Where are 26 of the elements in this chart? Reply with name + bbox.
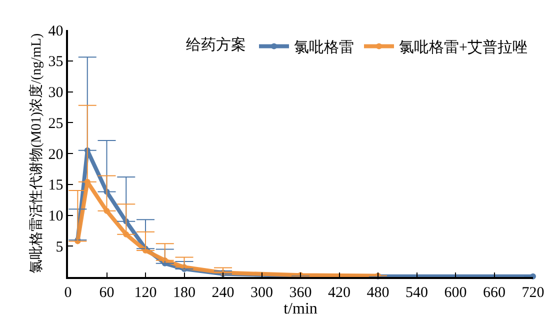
y-tick-label: 5 xyxy=(56,239,64,256)
x-tick-label: 120 xyxy=(134,284,157,301)
legend-label: 氯吡格雷+艾普拉唑 xyxy=(399,39,528,56)
x-tick-label: 660 xyxy=(483,284,506,301)
x-tick-label: 480 xyxy=(366,284,390,301)
y-tick-label: 10 xyxy=(48,208,64,224)
y-tick-label: 15 xyxy=(48,178,64,194)
x-tick-label: 420 xyxy=(328,284,350,301)
legend-title: 给药方案 xyxy=(186,36,246,54)
x-axis-title: t/min xyxy=(284,300,318,318)
x-tick-label: 540 xyxy=(406,284,428,301)
legend-label: 氯吡格雷 xyxy=(294,39,354,56)
x-tick-label: 600 xyxy=(444,284,467,301)
x-tick-label: 240 xyxy=(212,284,234,301)
y-tick-label: 30 xyxy=(48,85,64,101)
x-tick-label: 0 xyxy=(64,284,72,301)
y-axis-title: 氯吡格雷活性代谢物(M01)浓度/(ng/mL) xyxy=(28,33,44,274)
x-tick-label: 300 xyxy=(250,284,273,301)
y-tick-label: 35 xyxy=(48,54,64,70)
x-tick-label: 360 xyxy=(289,284,312,301)
y-tick-label: 20 xyxy=(48,146,64,163)
x-tick-label: 60 xyxy=(99,284,114,301)
x-tick-label: 180 xyxy=(173,284,196,301)
y-tick-label: 40 xyxy=(48,23,64,40)
x-tick-label: 720 xyxy=(522,284,544,301)
y-tick-label: 25 xyxy=(48,116,64,132)
